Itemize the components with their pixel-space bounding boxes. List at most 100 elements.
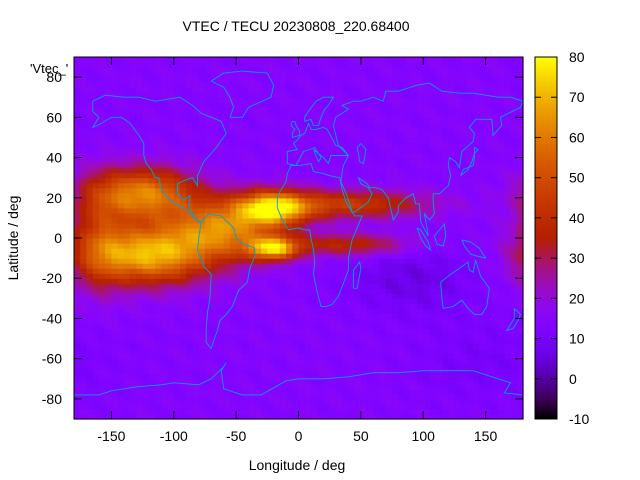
heatmap-cell bbox=[416, 187, 424, 194]
heatmap-cell bbox=[485, 62, 493, 68]
heatmap-cell bbox=[286, 388, 293, 395]
heatmap-cell bbox=[348, 383, 356, 390]
heatmap-cell bbox=[304, 102, 312, 108]
heatmap-cell bbox=[279, 278, 287, 284]
heatmap-cell bbox=[167, 258, 175, 264]
heatmap-cell bbox=[130, 343, 137, 350]
heatmap-cell bbox=[192, 232, 200, 239]
heatmap-cell bbox=[279, 97, 287, 103]
heatmap-cell bbox=[479, 383, 487, 390]
heatmap-cell bbox=[317, 348, 325, 355]
heatmap-cell bbox=[217, 308, 225, 315]
heatmap-cell bbox=[80, 122, 88, 128]
heatmap-cell bbox=[317, 182, 325, 189]
heatmap-cell bbox=[223, 97, 231, 103]
heatmap-cell bbox=[466, 167, 474, 174]
heatmap-cell bbox=[385, 112, 393, 118]
heatmap-cell bbox=[117, 313, 125, 320]
heatmap-cell bbox=[80, 288, 88, 294]
heatmap-cell bbox=[454, 363, 462, 370]
heatmap-cell bbox=[304, 258, 312, 264]
heatmap-cell bbox=[105, 338, 113, 345]
heatmap-cell bbox=[454, 157, 462, 164]
heatmap-cell bbox=[105, 67, 113, 73]
heatmap-cell bbox=[429, 67, 437, 73]
heatmap-cell bbox=[310, 283, 318, 289]
heatmap-cell bbox=[236, 358, 243, 365]
heatmap-cell bbox=[323, 167, 331, 174]
heatmap-cell bbox=[167, 313, 175, 320]
heatmap-cell bbox=[304, 343, 312, 350]
heatmap-cell bbox=[74, 398, 81, 405]
heatmap-cell bbox=[148, 107, 156, 113]
heatmap-cell bbox=[460, 162, 468, 169]
heatmap-cell bbox=[105, 383, 113, 390]
heatmap-cell bbox=[398, 192, 406, 199]
heatmap-cell bbox=[460, 378, 468, 385]
heatmap-cell bbox=[92, 398, 100, 405]
heatmap-cell bbox=[392, 172, 399, 179]
heatmap-cell bbox=[448, 253, 456, 259]
heatmap-cell bbox=[342, 343, 349, 350]
heatmap-cell bbox=[498, 373, 505, 380]
heatmap-cell bbox=[98, 343, 106, 350]
heatmap-cell bbox=[148, 192, 156, 199]
heatmap-cell bbox=[273, 227, 281, 234]
heatmap-cell bbox=[473, 87, 480, 93]
heatmap-cell bbox=[161, 343, 169, 350]
heatmap-cell bbox=[261, 253, 268, 259]
heatmap-cell bbox=[304, 162, 312, 169]
heatmap-cell bbox=[173, 142, 181, 149]
heatmap-cell bbox=[192, 202, 200, 209]
heatmap-cell bbox=[236, 187, 243, 194]
heatmap-cell bbox=[223, 288, 231, 294]
heatmap-cell bbox=[173, 232, 181, 239]
heatmap-cell bbox=[429, 202, 437, 209]
heatmap-cell bbox=[161, 378, 169, 385]
heatmap-cell bbox=[460, 172, 468, 179]
heatmap-cell bbox=[261, 57, 268, 63]
heatmap-cell bbox=[167, 378, 175, 385]
heatmap-cell bbox=[491, 403, 499, 410]
heatmap-cell bbox=[273, 137, 281, 144]
heatmap-cell bbox=[273, 283, 281, 289]
heatmap-cell bbox=[105, 192, 113, 199]
heatmap-cell bbox=[242, 222, 250, 229]
heatmap-cell bbox=[385, 338, 393, 345]
heatmap-cell bbox=[192, 152, 200, 159]
heatmap-cell bbox=[167, 398, 175, 405]
heatmap-cell bbox=[229, 212, 237, 219]
heatmap-cell bbox=[192, 263, 200, 269]
heatmap-cell bbox=[173, 227, 181, 234]
heatmap-cell bbox=[498, 57, 505, 63]
heatmap-cell bbox=[117, 283, 125, 289]
heatmap-cell bbox=[354, 192, 362, 199]
heatmap-cell bbox=[335, 222, 343, 229]
heatmap-cell bbox=[292, 393, 300, 400]
heatmap-cell bbox=[498, 72, 505, 78]
heatmap-cell bbox=[323, 77, 331, 83]
heatmap-cell bbox=[304, 232, 312, 239]
heatmap-cell bbox=[448, 187, 456, 194]
heatmap-cell bbox=[167, 358, 175, 365]
heatmap-cell bbox=[267, 122, 275, 128]
heatmap-cell bbox=[74, 162, 81, 169]
heatmap-cell bbox=[310, 72, 318, 78]
heatmap-cell bbox=[198, 413, 206, 420]
heatmap-cell bbox=[410, 383, 418, 390]
heatmap-cell bbox=[448, 157, 456, 164]
heatmap-cell bbox=[317, 67, 325, 73]
heatmap-cell bbox=[466, 278, 474, 284]
heatmap-cell bbox=[261, 107, 268, 113]
heatmap-cell bbox=[198, 152, 206, 159]
heatmap-cell bbox=[398, 97, 406, 103]
heatmap-cell bbox=[130, 177, 137, 184]
heatmap-cell bbox=[385, 137, 393, 144]
heatmap-cell bbox=[180, 398, 187, 405]
heatmap-cell bbox=[348, 177, 356, 184]
heatmap-cell bbox=[485, 238, 493, 244]
heatmap-cell bbox=[130, 413, 137, 420]
heatmap-cell bbox=[454, 308, 462, 315]
heatmap-cell bbox=[117, 363, 125, 370]
heatmap-cell bbox=[473, 403, 480, 410]
